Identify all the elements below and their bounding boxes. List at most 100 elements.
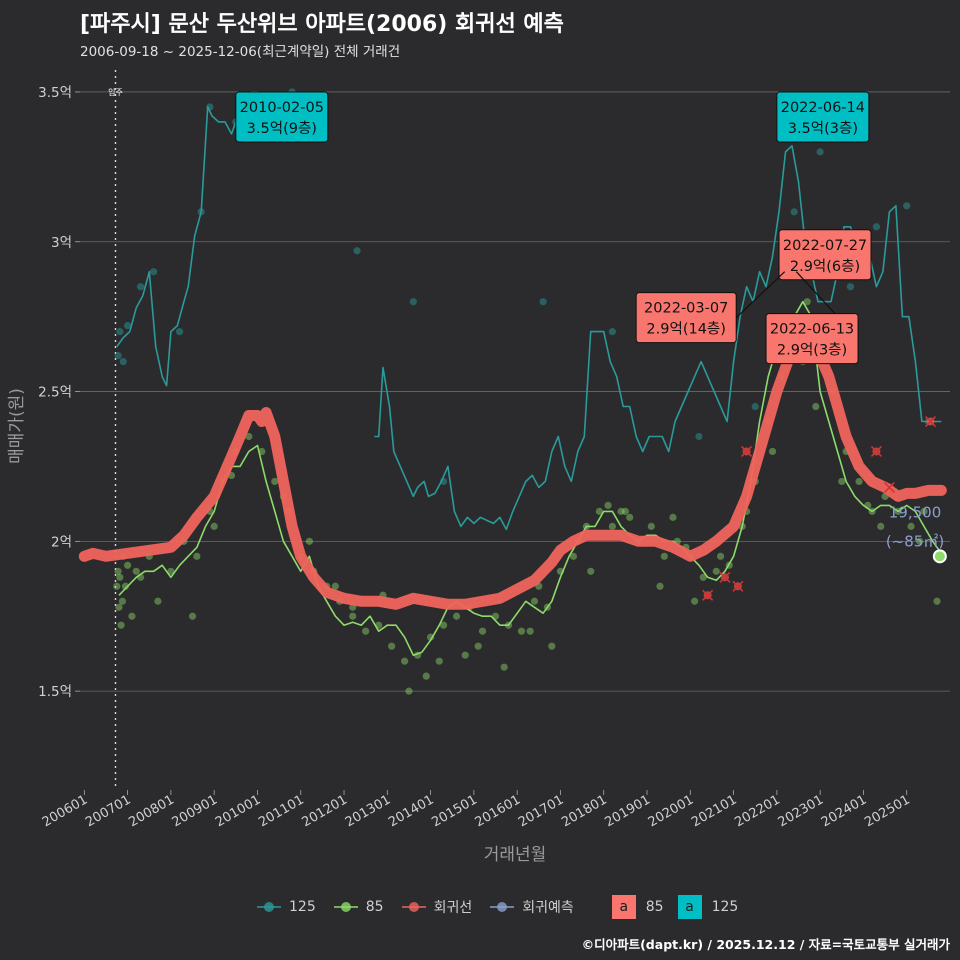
scatter-point-85 <box>422 672 430 680</box>
regression-mark-cross <box>741 445 753 458</box>
legend: 125 85 회귀선 회귀예측 a 85 a 125 <box>255 893 738 921</box>
scatter-point-85 <box>193 552 201 560</box>
credit-line: ©디아파트(dapt.kr) / 2025.12.12 / 자료=국토교통부 실… <box>581 937 950 952</box>
x-tick-label: 201201 <box>300 792 350 830</box>
scatter-point-85 <box>768 447 777 456</box>
x-tick-label: 200701 <box>83 792 133 830</box>
x-tick-label: 201101 <box>256 792 306 830</box>
legend-item-regression: 회귀선 <box>400 897 472 917</box>
scatter-point-85 <box>128 612 136 620</box>
regression-mark <box>702 589 714 601</box>
legend-item-prediction: 회귀예측 <box>488 897 574 917</box>
legend-label-prediction: 회귀예측 <box>522 900 574 916</box>
annotation-box <box>765 313 859 365</box>
annotation-2022-06-14: 2022-06-14 3.5억(3층) <box>776 91 870 143</box>
scatter-point-85 <box>210 522 218 530</box>
prediction-value-label: 19,500 <box>889 503 942 521</box>
scatter-point-85 <box>526 627 534 635</box>
scatter-point-85 <box>517 627 526 635</box>
scatter-point-85 <box>699 573 707 581</box>
legend-fill-key-125: a <box>677 895 702 919</box>
regression-mark-cross <box>702 589 714 601</box>
scatter-point-85 <box>124 561 132 569</box>
scatter-point-85 <box>478 627 487 635</box>
scatter-point-85 <box>331 582 339 590</box>
annotation-box <box>235 91 329 143</box>
annotation-box <box>776 91 870 143</box>
x-tick-label: 201801 <box>559 792 609 830</box>
x-tick-label: 201501 <box>429 792 479 830</box>
scatter-point-85 <box>530 597 539 605</box>
scatter-point-85 <box>116 573 124 581</box>
scatter-point-85 <box>121 582 130 590</box>
x-tick-label: 200901 <box>170 792 220 830</box>
scatter-point-85 <box>113 582 121 590</box>
scatter-point-85 <box>426 633 435 641</box>
y-axis-title: 매매가(원) <box>7 388 27 464</box>
scatter-point-85 <box>656 582 664 590</box>
legend-item-85: 85 <box>332 897 384 917</box>
regression-mark <box>741 445 753 458</box>
scatter-point-85 <box>405 687 413 695</box>
scatter-point-85 <box>691 597 699 605</box>
annotation-date: 2022-03-07 <box>644 301 728 317</box>
scatter-point-85 <box>916 537 924 545</box>
scatter-point-85 <box>617 507 625 515</box>
scatter-point-125 <box>751 402 759 411</box>
y-tick-label: 3.5억 <box>38 85 72 101</box>
scatter-point-85 <box>626 513 634 521</box>
scatter-point-85 <box>188 612 197 620</box>
regression-mark <box>883 481 895 493</box>
plot-panel <box>80 62 950 790</box>
y-tick-label: 3억 <box>51 235 72 251</box>
regression-mark <box>924 415 937 428</box>
y-tick-label: 1.5억 <box>38 684 72 700</box>
scatter-point-85 <box>114 567 122 575</box>
legend-line-key-regression <box>401 902 426 912</box>
scatter-point-85 <box>167 567 175 575</box>
x-tick-label: 202001 <box>646 792 696 830</box>
scatter-point-125 <box>409 298 417 306</box>
scatter-point-85 <box>117 621 125 629</box>
scatter-point-125 <box>846 283 855 291</box>
scatter-point-125 <box>136 283 145 291</box>
legend-line-key-prediction <box>490 902 515 912</box>
scatter-point-85 <box>439 621 448 629</box>
scatter-point-85 <box>154 597 162 605</box>
scatter-point-85 <box>548 642 556 650</box>
scatter-point-85 <box>401 657 409 665</box>
scatter-point-85 <box>115 603 123 611</box>
scatter-point-85 <box>933 597 941 605</box>
legend-line-key-85 <box>333 902 358 912</box>
annotation-2010-02-05: 2010-02-05 3.5억(9층) <box>235 91 329 143</box>
scatter-point-85 <box>362 627 370 635</box>
move-in-label: 입주 <box>108 88 123 97</box>
scatter-point-85 <box>435 657 443 665</box>
regression-mark-cross <box>719 571 731 583</box>
scatter-point-125 <box>116 328 124 336</box>
scatter-point-85 <box>803 298 811 306</box>
annotation-price: 3.5억(3층) <box>788 120 858 137</box>
x-tick-label: 201601 <box>473 792 523 830</box>
scatter-point-85 <box>621 507 629 515</box>
y-tick-label: 2.5억 <box>38 385 72 401</box>
annotation-date: 2022-06-13 <box>770 322 854 338</box>
scatter-point-85 <box>474 642 482 650</box>
regression-mark <box>719 571 731 583</box>
scatter-point-85 <box>500 663 508 671</box>
scatter-point-125 <box>695 432 703 441</box>
legend-item-125: 125 <box>255 897 316 917</box>
legend-fill-label-85: 85 <box>645 899 664 915</box>
scatter-point-85 <box>608 522 616 530</box>
scatter-point-85 <box>647 522 655 530</box>
scatter-point-125 <box>114 351 122 360</box>
scatter-point-125 <box>175 328 184 336</box>
x-tick-label: 202301 <box>776 792 826 830</box>
scatter-point-125 <box>539 298 547 306</box>
annotation-2022-07-27: 2022-07-27 2.9억(6층) <box>778 229 872 281</box>
regression-mark-cross <box>883 481 895 493</box>
scatter-point-125 <box>872 223 881 231</box>
scatter-point-125 <box>149 268 158 276</box>
x-tick-label: 201701 <box>516 792 566 830</box>
scatter-point-85 <box>838 477 846 486</box>
